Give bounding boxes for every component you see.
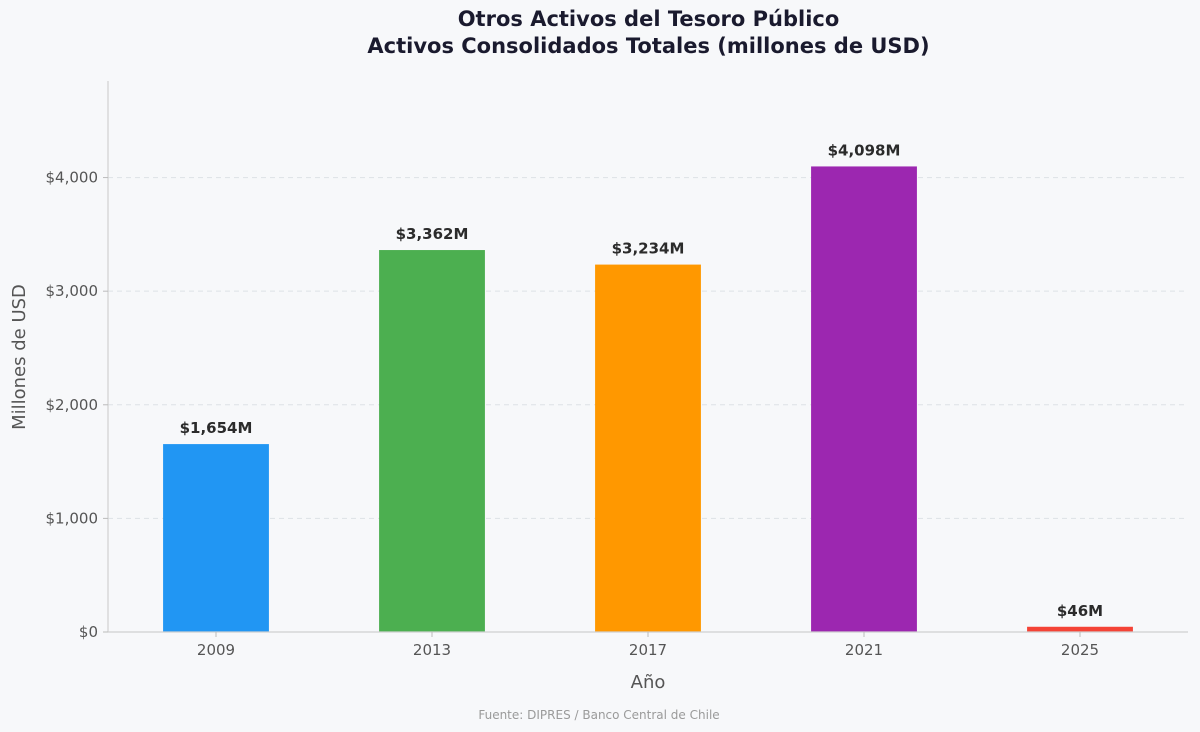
y-tick-label: $2,000: [46, 396, 99, 414]
x-tick-label: 2025: [1061, 641, 1099, 659]
x-tick-label: 2021: [845, 641, 883, 659]
bars: [163, 166, 1133, 632]
bar-value-label: $3,234M: [612, 240, 685, 258]
x-tick-label: 2017: [629, 641, 667, 659]
bar-value-label: $46M: [1057, 602, 1103, 620]
source-note: Fuente: DIPRES / Banco Central de Chile: [478, 708, 719, 722]
bar-2025: [1027, 626, 1133, 632]
chart-subtitle: Activos Consolidados Totales (millones d…: [367, 34, 930, 58]
bar-2009: [163, 444, 269, 632]
chart-title: Otros Activos del Tesoro Público Activos…: [0, 6, 1200, 60]
y-tick-label: $4,000: [46, 169, 99, 187]
bar-2021: [811, 166, 917, 632]
x-tick-label: 2009: [197, 641, 235, 659]
y-tick-labels: $0 $1,000 $2,000 $3,000 $4,000: [46, 169, 108, 641]
y-tick-label: $3,000: [46, 282, 99, 300]
chart-title-line1: Otros Activos del Tesoro Público: [457, 7, 840, 31]
bar-value-label: $1,654M: [180, 419, 253, 437]
x-tick-label: 2013: [413, 641, 451, 659]
y-axis-label: Millones de USD: [9, 284, 30, 430]
bar-value-label: $3,362M: [396, 225, 469, 243]
bar-value-label: $4,098M: [828, 141, 901, 159]
bar-2013: [379, 250, 485, 632]
bar-value-labels: $1,654M $3,362M $3,234M $4,098M $46M: [180, 141, 1104, 619]
x-tick-labels: 2009 2013 2017 2021 2025: [197, 632, 1099, 659]
x-axis-label: Año: [631, 672, 666, 693]
bar-2017: [595, 264, 701, 632]
y-tick-label: $1,000: [46, 509, 99, 527]
y-tick-label: $0: [79, 623, 98, 641]
